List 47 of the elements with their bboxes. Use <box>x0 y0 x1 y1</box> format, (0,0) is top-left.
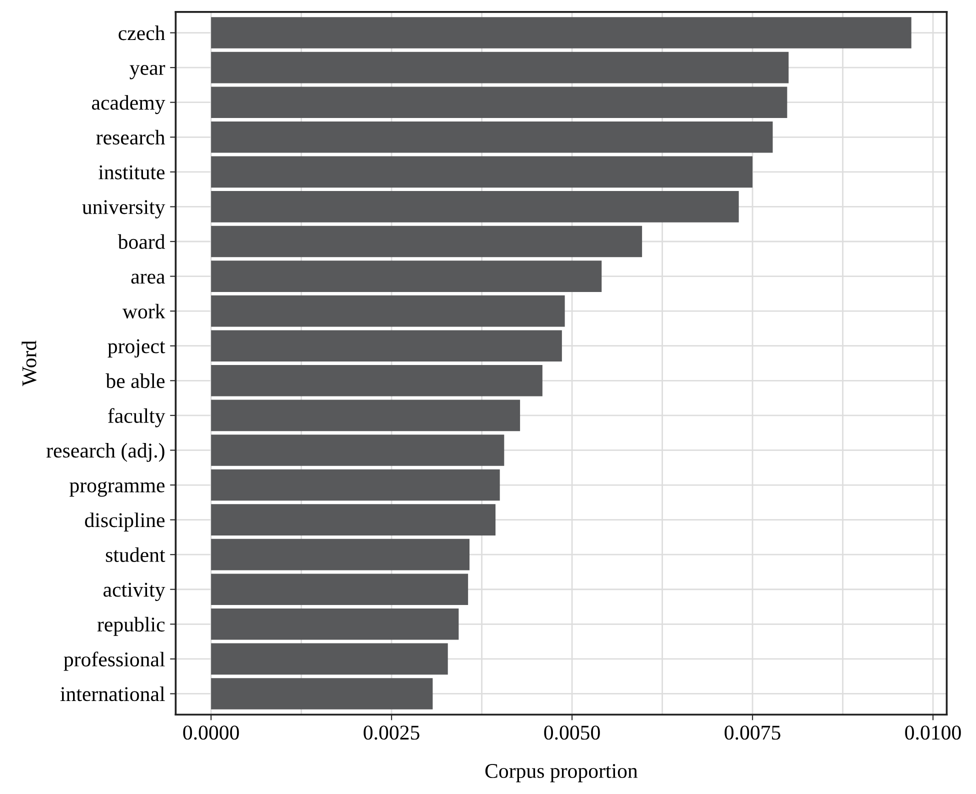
y-tick-label: professional <box>64 652 165 671</box>
y-tick-label: board <box>118 234 166 249</box>
bar <box>211 52 789 84</box>
y-tick-label: be able <box>106 373 165 388</box>
y-tick-label: faculty <box>108 408 166 428</box>
y-tick-label: discipline <box>85 512 165 532</box>
bar <box>211 608 459 640</box>
y-axis-title: Word <box>22 340 36 386</box>
y-tick-label: project <box>108 339 166 358</box>
x-tick-label: 0.0050 <box>544 726 600 740</box>
bar <box>211 17 912 48</box>
y-tick-label: international <box>60 686 165 702</box>
bar <box>211 121 773 153</box>
bar <box>211 156 753 188</box>
bar <box>211 434 504 466</box>
y-tick-label: research (adj.) <box>46 442 164 462</box>
bar <box>211 538 470 570</box>
bar <box>211 226 642 258</box>
bar <box>211 191 739 222</box>
y-tick-label: year <box>130 64 166 80</box>
y-tick-label: activity <box>104 582 166 602</box>
y-tick-label: work <box>122 304 166 319</box>
x-axis-title: Corpus proportion <box>485 764 638 782</box>
bar <box>211 574 468 606</box>
y-tick-label: republic <box>97 616 165 636</box>
bar <box>211 330 562 362</box>
bar <box>211 260 602 292</box>
bar <box>211 295 565 327</box>
y-tick-label: research <box>96 130 165 145</box>
bar <box>211 86 788 118</box>
x-tick-label: 0.0025 <box>364 726 420 740</box>
y-tick-label: area <box>131 274 165 284</box>
bar <box>211 400 520 432</box>
y-tick-label: institute <box>98 165 165 180</box>
bar <box>211 504 496 536</box>
bar <box>211 469 500 501</box>
y-tick-label: student <box>106 547 166 562</box>
y-tick-label: university <box>82 200 166 218</box>
x-tick-label: 0.0000 <box>183 726 239 740</box>
bar <box>211 643 448 675</box>
bar <box>211 364 542 396</box>
x-tick-label: 0.0075 <box>724 726 780 740</box>
y-tick-label: academy <box>92 95 166 114</box>
bar <box>211 678 433 710</box>
y-tick-label: programme <box>70 482 165 497</box>
y-tick-label: czech <box>118 26 165 40</box>
x-tick-label: 0.0100 <box>905 726 961 740</box>
